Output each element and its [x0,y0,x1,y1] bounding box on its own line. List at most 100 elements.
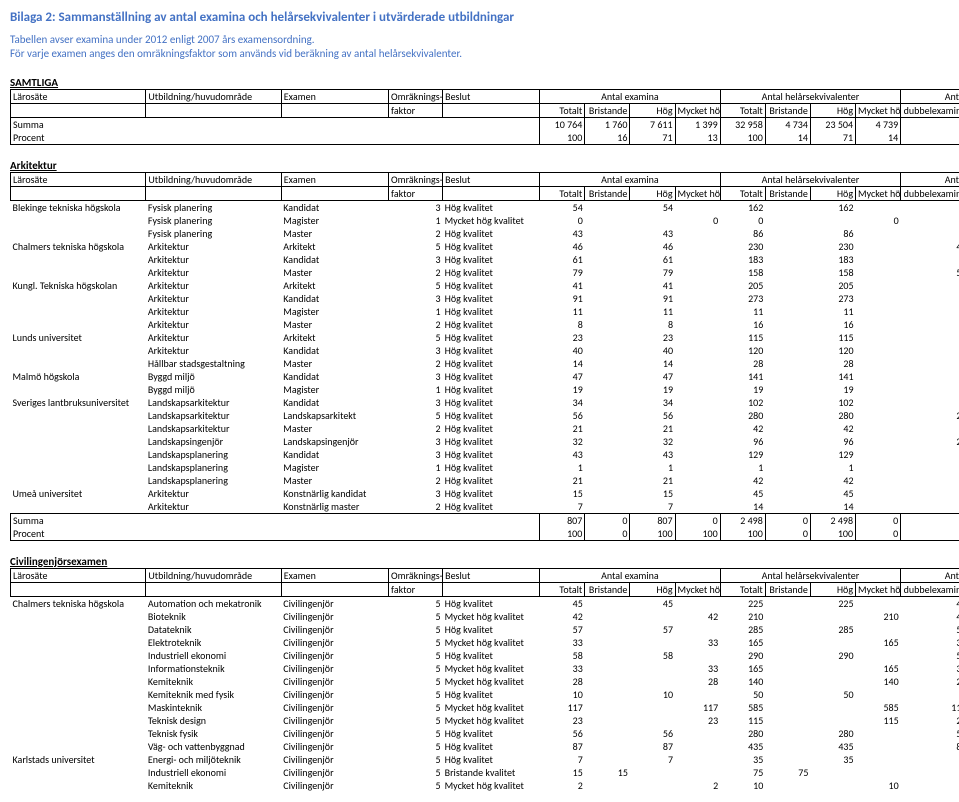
cell-val-8 [901,227,959,240]
cell-val-8 [901,200,959,214]
cell-val-5 [765,727,810,740]
cell-val-4: 42 [720,422,765,435]
cell-val-6: 102 [810,396,855,409]
cell-val-2: 91 [630,292,675,305]
cell-val-2: 41 [630,279,675,292]
table-row: Lunds universitetArkitekturArkitekt5Hög … [11,331,959,344]
cell-examen: Civilingenjör [281,727,388,740]
cell-val-4: 165 [720,636,765,649]
cell-val-2: 7 [630,500,675,514]
cell-val-2 [630,701,675,714]
cell-val-3 [675,344,720,357]
cell-val-5 [765,474,810,487]
cell-utbildning: Arkitektur [146,240,281,253]
hdr-mycket: Mycket hög [675,582,720,596]
cell-val-3 [675,200,720,214]
cell-beslut: Hög kvalitet [443,740,540,753]
cell-val-0: 43 [540,448,585,461]
cell-faktor: 5 [388,675,442,688]
cell-val-3 [675,383,720,396]
cell-val-3: 0 [675,214,720,227]
cell-val-7 [856,344,901,357]
cell-faktor: 5 [388,279,442,292]
cell-val-8: 28 [901,435,959,448]
cell-beslut: Hög kvalitet [443,623,540,636]
cell-val-7 [856,227,901,240]
cell-examen: Civilingenjör [281,623,388,636]
cell-val-6: 1 [810,461,855,474]
cell-val-6: 205 [810,279,855,292]
cell-val-1 [585,200,630,214]
cell-val-4: 230 [720,240,765,253]
cell-val-4: 285 [720,623,765,636]
cell-val-6: 273 [810,292,855,305]
cell-val-7 [856,331,901,344]
cell-val-3 [675,305,720,318]
cell-faktor: 5 [388,701,442,714]
cell-val-4: 158 [720,266,765,279]
cell-faktor: 2 [388,318,442,331]
cell-utbildning: Elektroteknik [146,636,281,649]
cell-val-2: 32 [630,435,675,448]
cell-val-2: 57 [630,623,675,636]
table-row: Industriell ekonomiCivilingenjör5Hög kva… [11,649,959,662]
cell-val-5 [765,753,810,766]
procent-row: Procent100010010010001000 [11,527,959,541]
cell-val-4: 11 [720,305,765,318]
cell-val-0: 28 [540,675,585,688]
cell-beslut: Hög kvalitet [443,474,540,487]
cell-val-1 [585,409,630,422]
cell-larosate [11,649,146,662]
cell-val-6: 115 [810,331,855,344]
hdr-empty [281,582,388,596]
section-civil-heading: Civilingenjörsexamen [10,555,959,568]
cell-val-6: 230 [810,240,855,253]
cell-val-8 [901,383,959,396]
cell-val-8 [901,422,959,435]
cell-val-0: 45 [540,596,585,610]
cell-sum-1: 0 [585,513,630,527]
cell-beslut: Hög kvalitet [443,649,540,662]
table-samtliga: LärosäteUtbildning/huvudområdeExamenOmrä… [10,89,959,145]
cell-utbildning: Informationsteknik [146,662,281,675]
cell-larosate [11,227,146,240]
hdr-utbildning: Utbildning/huvudområde [146,89,281,103]
cell-val-7: 210 [856,610,901,623]
cell-val-3 [675,292,720,305]
cell-faktor: 5 [388,636,442,649]
cell-val-0: 42 [540,610,585,623]
note-line-1: Tabellen avser examina under 2012 enligt… [10,33,959,47]
cell-val-4: 1 [720,461,765,474]
cell-val-6: 129 [810,448,855,461]
cell-val-4: 16 [720,318,765,331]
cell-larosate [11,253,146,266]
cell-val-7 [856,409,901,422]
cell-val-3 [675,487,720,500]
cell-val-4: 280 [720,727,765,740]
cell-sum-7: 0 [856,527,901,541]
cell-faktor: 5 [388,610,442,623]
cell-faktor: 1 [388,383,442,396]
cell-val-8 [901,370,959,383]
cell-val-0: 117 [540,701,585,714]
cell-val-1 [585,448,630,461]
cell-val-2: 58 [630,649,675,662]
cell-utbildning: Kemiteknik [146,675,281,688]
cell-val-4: 75 [720,766,765,779]
cell-larosate [11,740,146,753]
cell-val-5 [765,714,810,727]
cell-examen: Civilingenjör [281,740,388,753]
cell-val-7 [856,253,901,266]
table-arkitektur: LärosäteUtbildning/huvudområdeExamenOmrä… [10,172,959,541]
table-row: Umeå universitetArkitekturKonstnärlig ka… [11,487,959,500]
cell-utbildning: Arkitektur [146,305,281,318]
cell-faktor: 2 [388,422,442,435]
hdr-antal: Antal [901,89,959,103]
cell-val-6: 42 [810,422,855,435]
cell-val-5 [765,227,810,240]
hdr-empty [443,186,540,200]
cell-val-4: 205 [720,279,765,292]
cell-val-7: 115 [856,714,901,727]
cell-examen: Konstnärlig kandidat [281,487,388,500]
cell-val-7 [856,279,901,292]
